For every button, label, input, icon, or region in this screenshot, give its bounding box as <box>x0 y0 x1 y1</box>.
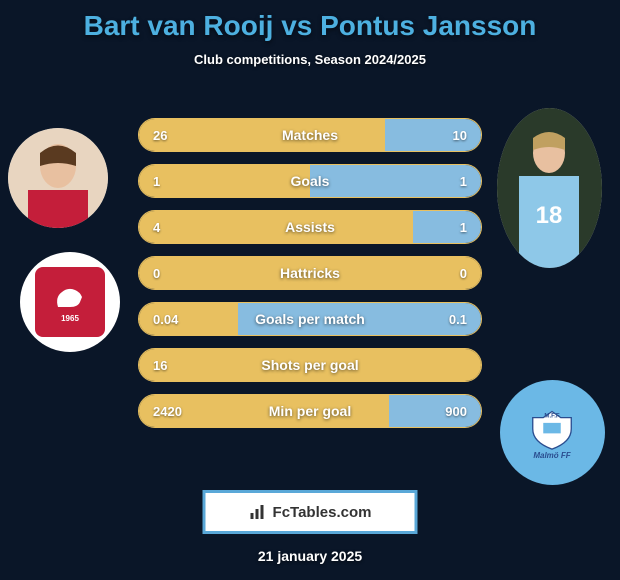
chart-icon <box>249 503 267 521</box>
footer-date: 21 january 2025 <box>258 548 362 564</box>
stat-right-fill <box>310 165 481 197</box>
stat-row: 2420 900 Min per goal <box>138 394 482 428</box>
stat-right-fill <box>413 211 481 243</box>
stat-value-left: 0 <box>153 266 160 281</box>
stat-row: 1 1 Goals <box>138 164 482 198</box>
stat-value-right: 1 <box>460 220 467 235</box>
stat-row: 4 1 Assists <box>138 210 482 244</box>
club-right-badge: M.F.F Malmö FF <box>500 380 605 485</box>
svg-text:18: 18 <box>536 202 563 229</box>
stat-value-right: 10 <box>453 128 467 143</box>
site-badge: FcTables.com <box>203 490 418 534</box>
stat-row: 0.04 0.1 Goals per match <box>138 302 482 336</box>
stat-value-right: 0 <box>460 266 467 281</box>
stat-right-fill <box>389 395 481 427</box>
stat-label: Goals per match <box>255 311 365 327</box>
stats-container: 26 10 Matches 1 1 Goals 4 1 Assists 0 0 Hattricks 0.… <box>138 118 482 440</box>
stat-value-left: 16 <box>153 358 167 373</box>
stat-value-right: 1 <box>460 174 467 189</box>
stat-row: 0 0 Hattricks <box>138 256 482 290</box>
club-right-name: Malmö FF <box>533 451 570 460</box>
stat-left-fill <box>139 119 385 151</box>
stat-left-fill <box>139 211 413 243</box>
comparison-title: Bart van Rooij vs Pontus Jansson <box>0 0 620 42</box>
site-name: FcTables.com <box>273 504 372 521</box>
stat-value-left: 0.04 <box>153 312 178 327</box>
stat-value-left: 26 <box>153 128 167 143</box>
stat-label: Goals <box>291 173 330 189</box>
club-left-year: 1965 <box>61 314 79 323</box>
stat-label: Matches <box>282 127 338 143</box>
stat-left-fill <box>139 165 310 197</box>
stat-value-right: 900 <box>445 404 467 419</box>
stat-label: Min per goal <box>269 403 351 419</box>
season-subtitle: Club competitions, Season 2024/2025 <box>0 52 620 67</box>
club-left-badge: 1965 <box>20 252 120 352</box>
stat-value-left: 2420 <box>153 404 182 419</box>
stat-value-left: 1 <box>153 174 160 189</box>
stat-row: 26 10 Matches <box>138 118 482 152</box>
player-right-photo: 18 <box>497 108 602 268</box>
stat-label: Assists <box>285 219 335 235</box>
player-left-photo <box>8 128 108 228</box>
stat-value-left: 4 <box>153 220 160 235</box>
stat-label: Hattricks <box>280 265 340 281</box>
stat-value-right: 0.1 <box>449 312 467 327</box>
stat-row: 16 Shots per goal <box>138 348 482 382</box>
stat-label: Shots per goal <box>261 357 358 373</box>
svg-text:M.F.F: M.F.F <box>544 412 560 419</box>
